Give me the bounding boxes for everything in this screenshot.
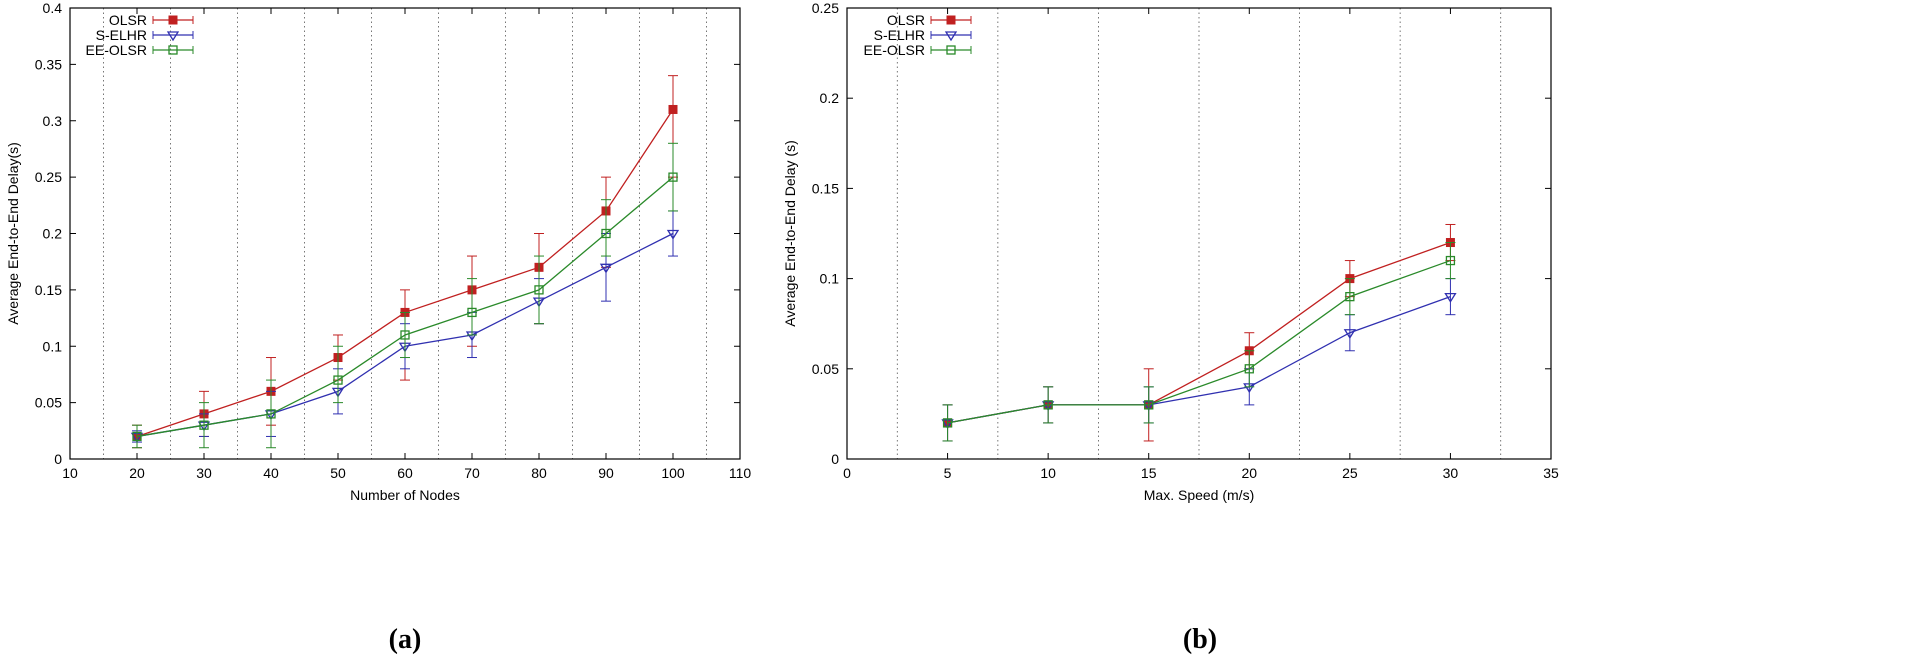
plot-frame	[846, 7, 1552, 460]
y-axis-label: Average End-to-End Delay(s)	[5, 142, 21, 325]
legend-marker	[168, 15, 178, 25]
y-tick-label: 0.2	[820, 90, 840, 106]
x-tick-label: 30	[196, 465, 212, 481]
data-point	[599, 263, 613, 274]
x-tick-label: 80	[531, 465, 547, 481]
chart-panel-b: 0 5 10 15 20 25 30 35 0 0.05 0.1 0.15 0.2 0.25 Max. Sp…	[782, 0, 1559, 655]
data-point	[132, 431, 142, 442]
data-point	[333, 375, 343, 385]
y-tick-label: 0.15	[35, 282, 62, 298]
x-tick-label: 0	[843, 465, 851, 481]
y-tick-label: 0.15	[812, 180, 839, 196]
data-point	[199, 420, 209, 430]
x-tick-label: 35	[1543, 465, 1559, 481]
legend-label: S-ELHR	[96, 27, 147, 43]
panel-label: (b)	[1183, 624, 1217, 655]
data-point	[1244, 364, 1254, 374]
legend-marker	[946, 45, 956, 55]
series-ee-olsr	[132, 142, 678, 449]
x-tick-label: 10	[1040, 465, 1056, 481]
x-tick-label: 25	[1342, 465, 1358, 481]
data-point	[1343, 329, 1357, 339]
legend-marker	[166, 31, 180, 42]
legend-entry-olsr: OLSR	[887, 12, 972, 28]
legend-label: EE-OLSR	[864, 42, 925, 58]
x-tick-label: 40	[263, 465, 279, 481]
y-tick-label: 0.05	[812, 361, 839, 377]
series-olsr	[132, 75, 678, 449]
y-tick-label: 0.1	[820, 271, 840, 287]
data-point	[1445, 255, 1456, 266]
data-point	[666, 229, 680, 240]
data-point	[266, 409, 276, 419]
legend-entry-s-elhr: S-ELHR	[96, 27, 194, 43]
data-point	[942, 418, 953, 428]
legend-entry-ee-olsr: EE-OLSR	[864, 42, 972, 58]
x-tick-label: 110	[729, 465, 752, 481]
y-tick-label: 0	[54, 451, 62, 467]
legend-label: S-ELHR	[874, 27, 925, 43]
legend-entry-olsr: OLSR	[109, 12, 194, 28]
data-point	[1345, 291, 1355, 302]
x-tick-label: 20	[1241, 465, 1257, 481]
y-tick-label: 0.25	[812, 0, 839, 16]
legend-label: OLSR	[887, 12, 925, 28]
x-tick-label: 10	[62, 465, 78, 481]
data-point	[601, 228, 611, 239]
y-tick-label: 0	[831, 451, 839, 467]
data-point	[668, 172, 678, 182]
x-axis-label: Max. Speed (m/s)	[1144, 487, 1254, 503]
y-axis-label: Average End-to-End Delay (s)	[782, 140, 798, 327]
x-tick-label: 90	[598, 465, 614, 481]
x-tick-label: 70	[464, 465, 480, 481]
y-tick-label: 0.05	[35, 395, 62, 411]
legend-entry-ee-olsr: EE-OLSR	[86, 42, 194, 58]
x-tick-label: 5	[944, 465, 952, 481]
series-line	[947, 259, 1451, 424]
x-tick-label: 30	[1443, 465, 1459, 481]
x-tick-label: 50	[330, 465, 346, 481]
series-ee-olsr	[942, 242, 1456, 442]
y-tick-label: 0.1	[43, 338, 63, 354]
y-tick-label: 0.3	[43, 113, 63, 129]
data-point	[1444, 292, 1457, 303]
y-tick-label: 0.2	[43, 226, 63, 242]
legend-marker	[944, 31, 958, 42]
data-point	[467, 307, 477, 318]
panel-label: (a)	[389, 624, 422, 655]
data-point	[1144, 400, 1154, 410]
legend-label: EE-OLSR	[86, 42, 147, 58]
x-tick-label: 100	[661, 465, 685, 481]
data-point	[534, 285, 544, 295]
x-axis-label: Number of Nodes	[350, 487, 460, 503]
x-tick-label: 60	[397, 465, 413, 481]
legend-label: OLSR	[109, 12, 147, 28]
legend-marker	[946, 15, 956, 25]
series-line	[136, 109, 674, 438]
chart-panel-a: 10 20 30 40 50 60 70 80 90 100 110 0 0.05 0.1 0.15 0.2 0…	[5, 0, 751, 655]
y-tick-label: 0.35	[35, 56, 62, 72]
y-tick-label: 0.4	[43, 0, 63, 16]
data-point	[400, 330, 410, 340]
legend-marker	[168, 45, 178, 55]
data-point	[1043, 400, 1053, 410]
x-tick-label: 15	[1141, 465, 1157, 481]
legend-entry-s-elhr: S-ELHR	[874, 27, 972, 43]
y-tick-label: 0.25	[35, 169, 62, 185]
x-tick-label: 20	[129, 465, 145, 481]
data-point	[668, 104, 678, 114]
